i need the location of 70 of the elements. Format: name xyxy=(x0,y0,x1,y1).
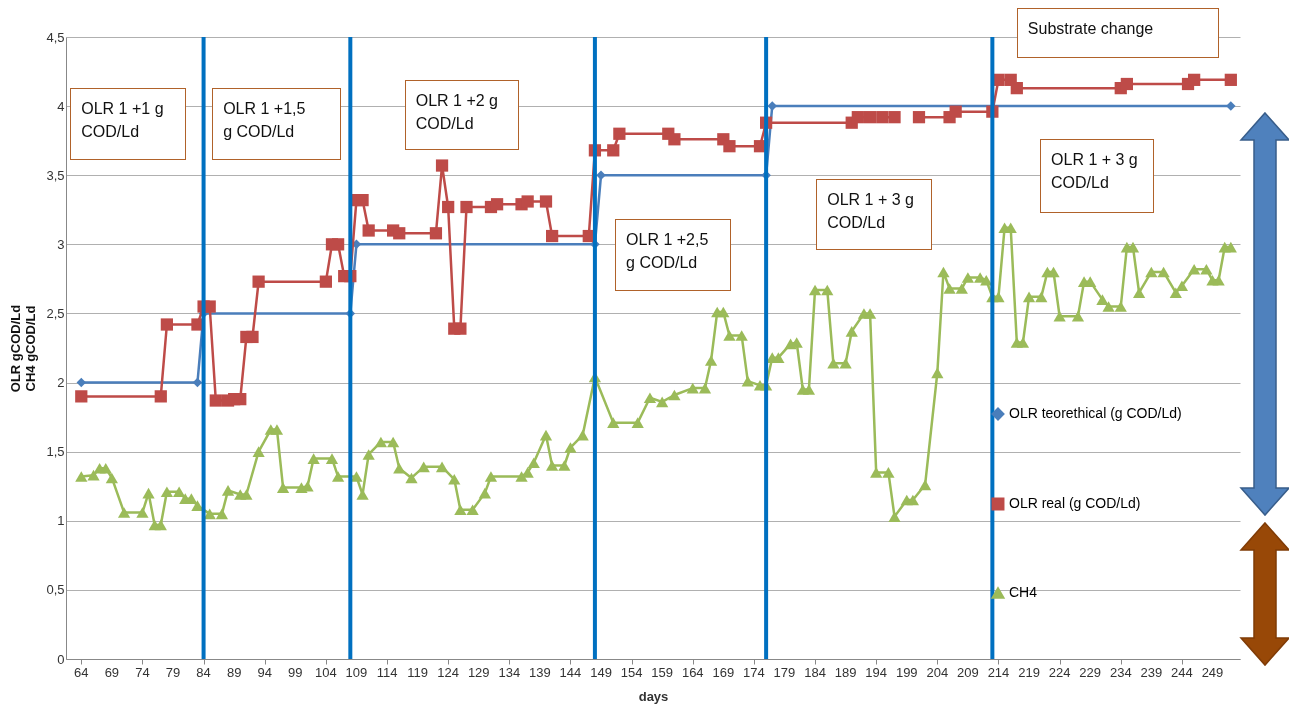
x-tick-label: 64 xyxy=(74,665,89,680)
x-tick-label: 234 xyxy=(1109,665,1132,680)
note-box: OLR 1 + 3 g COD/Ld xyxy=(816,179,933,250)
x-tick-label: 249 xyxy=(1201,665,1224,680)
x-tick-label: 94 xyxy=(257,665,272,680)
annotation: OLR 1 +2 g COD/Ld xyxy=(415,90,499,134)
y-tick-label: 3 xyxy=(57,236,65,252)
x-tick-label: 239 xyxy=(1140,665,1163,680)
x-tick-label: 144 xyxy=(559,665,582,680)
x-tick-label: 74 xyxy=(135,665,150,680)
x-tick-label: 124 xyxy=(437,665,460,680)
legend-label: CH4 xyxy=(1009,584,1038,600)
x-tick-label: 179 xyxy=(773,665,796,680)
x-tick-label: 164 xyxy=(681,665,704,680)
x-tick-label: 84 xyxy=(196,665,211,680)
x-tick-label: 174 xyxy=(743,665,765,680)
y-tick-label: 2,5 xyxy=(46,305,65,321)
note-box: OLR 1 + 3 g COD/Ld xyxy=(1040,139,1154,213)
legend-label: OLR real (g COD/Ld) xyxy=(1009,495,1141,511)
x-tick-label: 209 xyxy=(957,665,979,680)
x-tick-label: 194 xyxy=(865,665,888,680)
point xyxy=(1226,101,1236,111)
x-tick-label: 79 xyxy=(165,665,181,680)
x-tick-label: 89 xyxy=(226,665,242,680)
annotation: OLR 1 + 3 g COD/Ld xyxy=(827,190,915,234)
x-tick-label: 139 xyxy=(529,665,551,680)
x-tick-label: 214 xyxy=(987,665,1010,680)
x-tick-label: 69 xyxy=(104,665,120,680)
annotation: OLR 1 +1 g COD/Ld xyxy=(81,99,165,143)
x-tick-label: 129 xyxy=(467,665,490,680)
x-tick-label: 134 xyxy=(498,665,521,680)
y-tick-label: 4 xyxy=(57,98,65,114)
point xyxy=(192,377,203,388)
x-tick-label: 244 xyxy=(1171,665,1193,680)
x-tick-label: 119 xyxy=(407,665,428,680)
point xyxy=(76,377,87,388)
x-tick-label: 169 xyxy=(712,665,735,680)
y-tick-label: 3,5 xyxy=(46,167,65,183)
x-tick-label: 219 xyxy=(1018,665,1040,680)
x-tick-label: 104 xyxy=(315,665,337,680)
x-tick-label: 189 xyxy=(834,665,857,680)
annotation: OLR 1 + 3 g COD/Ld xyxy=(1051,150,1139,194)
y-tick-label: 1 xyxy=(57,513,65,529)
x-tick-label: 154 xyxy=(620,665,643,680)
x-tick-label: 114 xyxy=(376,665,398,680)
x-tick-label: 199 xyxy=(895,665,918,680)
x-tick-label: 184 xyxy=(804,665,826,680)
x-tick-label: 224 xyxy=(1048,665,1071,680)
x-tick-label: 204 xyxy=(926,665,949,680)
x-tick-label: 109 xyxy=(345,665,368,680)
y-tick-label: 0 xyxy=(57,651,65,667)
x-axis-title: days xyxy=(638,689,669,704)
note-box: OLR 1 +1 g COD/Ld xyxy=(70,88,186,160)
y-axis-title: OLR gCOD/Ld CH4 gCOD/Ld xyxy=(8,304,39,393)
note-box: OLR 1 +1,5 g COD/Ld xyxy=(212,88,341,160)
y-tick-label: 2 xyxy=(57,375,65,391)
y-tick-label: 0,5 xyxy=(46,582,65,598)
point xyxy=(767,101,777,111)
note-box: Substrate change xyxy=(1016,7,1219,58)
x-tick-label: 99 xyxy=(288,665,303,680)
x-tick-label: 149 xyxy=(590,665,612,680)
annotation: OLR 1 +1,5 g COD/Ld xyxy=(223,99,307,143)
y-tick-label: 1,5 xyxy=(46,444,65,460)
x-tick-label: 159 xyxy=(651,665,674,680)
note-box: OLR 1 +2,5 g COD/Ld xyxy=(615,219,731,292)
note-box: OLR 1 +2 g COD/Ld xyxy=(404,79,520,151)
x-tick-label: 229 xyxy=(1079,665,1102,680)
legend-label: OLR teorethical (g COD/Ld) xyxy=(1009,405,1182,421)
y-tick-label: 4,5 xyxy=(46,29,65,45)
annotation: OLR 1 +2,5 g COD/Ld xyxy=(626,230,710,274)
